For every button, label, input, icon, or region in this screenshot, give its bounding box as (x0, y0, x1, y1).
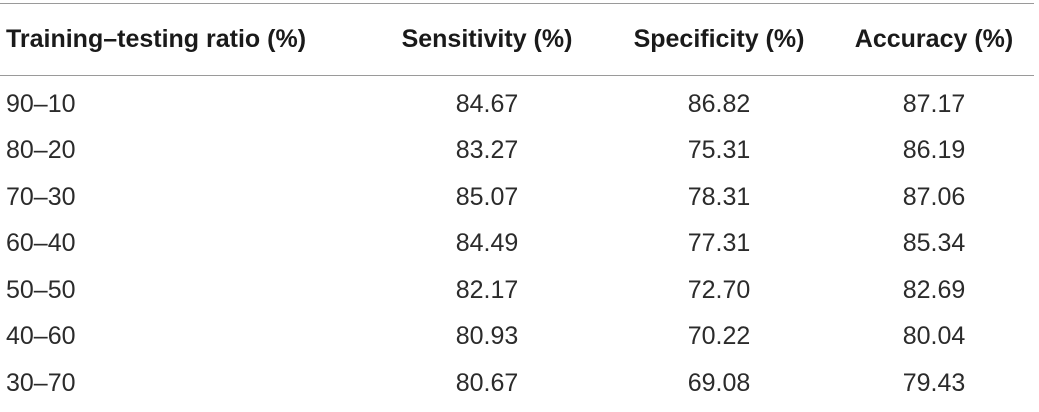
table-top-rule (0, 3, 1034, 4)
cell-ratio: 80–20 (6, 136, 76, 165)
cell-specificity: 72.70 (687, 275, 751, 304)
cell-accuracy: 87.17 (902, 89, 966, 118)
cell-sensitivity: 84.49 (455, 229, 519, 258)
cell-sensitivity: 80.93 (455, 322, 519, 351)
header-sensitivity: Sensitivity (%) (401, 25, 573, 53)
results-table: Training–testing ratio (%) Sensitivity (… (0, 4, 1034, 407)
cell-specificity: 69.08 (687, 368, 751, 397)
cell-sensitivity: 80.67 (455, 368, 519, 397)
cell-ratio: 40–60 (6, 322, 76, 351)
table-row: 30–70 80.67 69.08 79.43 (0, 360, 1034, 407)
table-row: 90–10 84.67 86.82 87.17 (0, 75, 1034, 128)
table-row: 70–30 85.07 78.31 87.06 (0, 174, 1034, 221)
cell-sensitivity: 83.27 (455, 136, 519, 165)
cell-specificity: 77.31 (687, 229, 751, 258)
header-accuracy: Accuracy (%) (854, 25, 1014, 53)
cell-specificity: 78.31 (687, 182, 751, 211)
cell-specificity: 70.22 (687, 322, 751, 351)
cell-ratio: 50–50 (6, 275, 76, 304)
cell-specificity: 75.31 (687, 136, 751, 165)
cell-accuracy: 87.06 (902, 182, 966, 211)
cell-accuracy: 85.34 (902, 229, 966, 258)
cell-accuracy: 82.69 (902, 275, 966, 304)
header-specificity: Specificity (%) (633, 25, 805, 53)
cell-ratio: 30–70 (6, 368, 76, 397)
table-header-row: Training–testing ratio (%) Sensitivity (… (0, 4, 1034, 75)
cell-ratio: 90–10 (6, 89, 76, 118)
cell-accuracy: 86.19 (902, 136, 966, 165)
cell-sensitivity: 82.17 (455, 275, 519, 304)
cell-sensitivity: 84.67 (455, 89, 519, 118)
cell-accuracy: 80.04 (902, 322, 966, 351)
header-training-testing-ratio: Training–testing ratio (%) (6, 25, 307, 53)
table-row: 40–60 80.93 70.22 80.04 (0, 314, 1034, 361)
table-row: 50–50 82.17 72.70 82.69 (0, 267, 1034, 314)
cell-accuracy: 79.43 (902, 368, 966, 397)
table-header-rule (0, 75, 1034, 76)
table-row: 80–20 83.27 75.31 86.19 (0, 128, 1034, 175)
table-row: 60–40 84.49 77.31 85.34 (0, 221, 1034, 268)
cell-ratio: 60–40 (6, 229, 76, 258)
cell-sensitivity: 85.07 (455, 182, 519, 211)
cell-specificity: 86.82 (687, 89, 751, 118)
cell-ratio: 70–30 (6, 182, 76, 211)
